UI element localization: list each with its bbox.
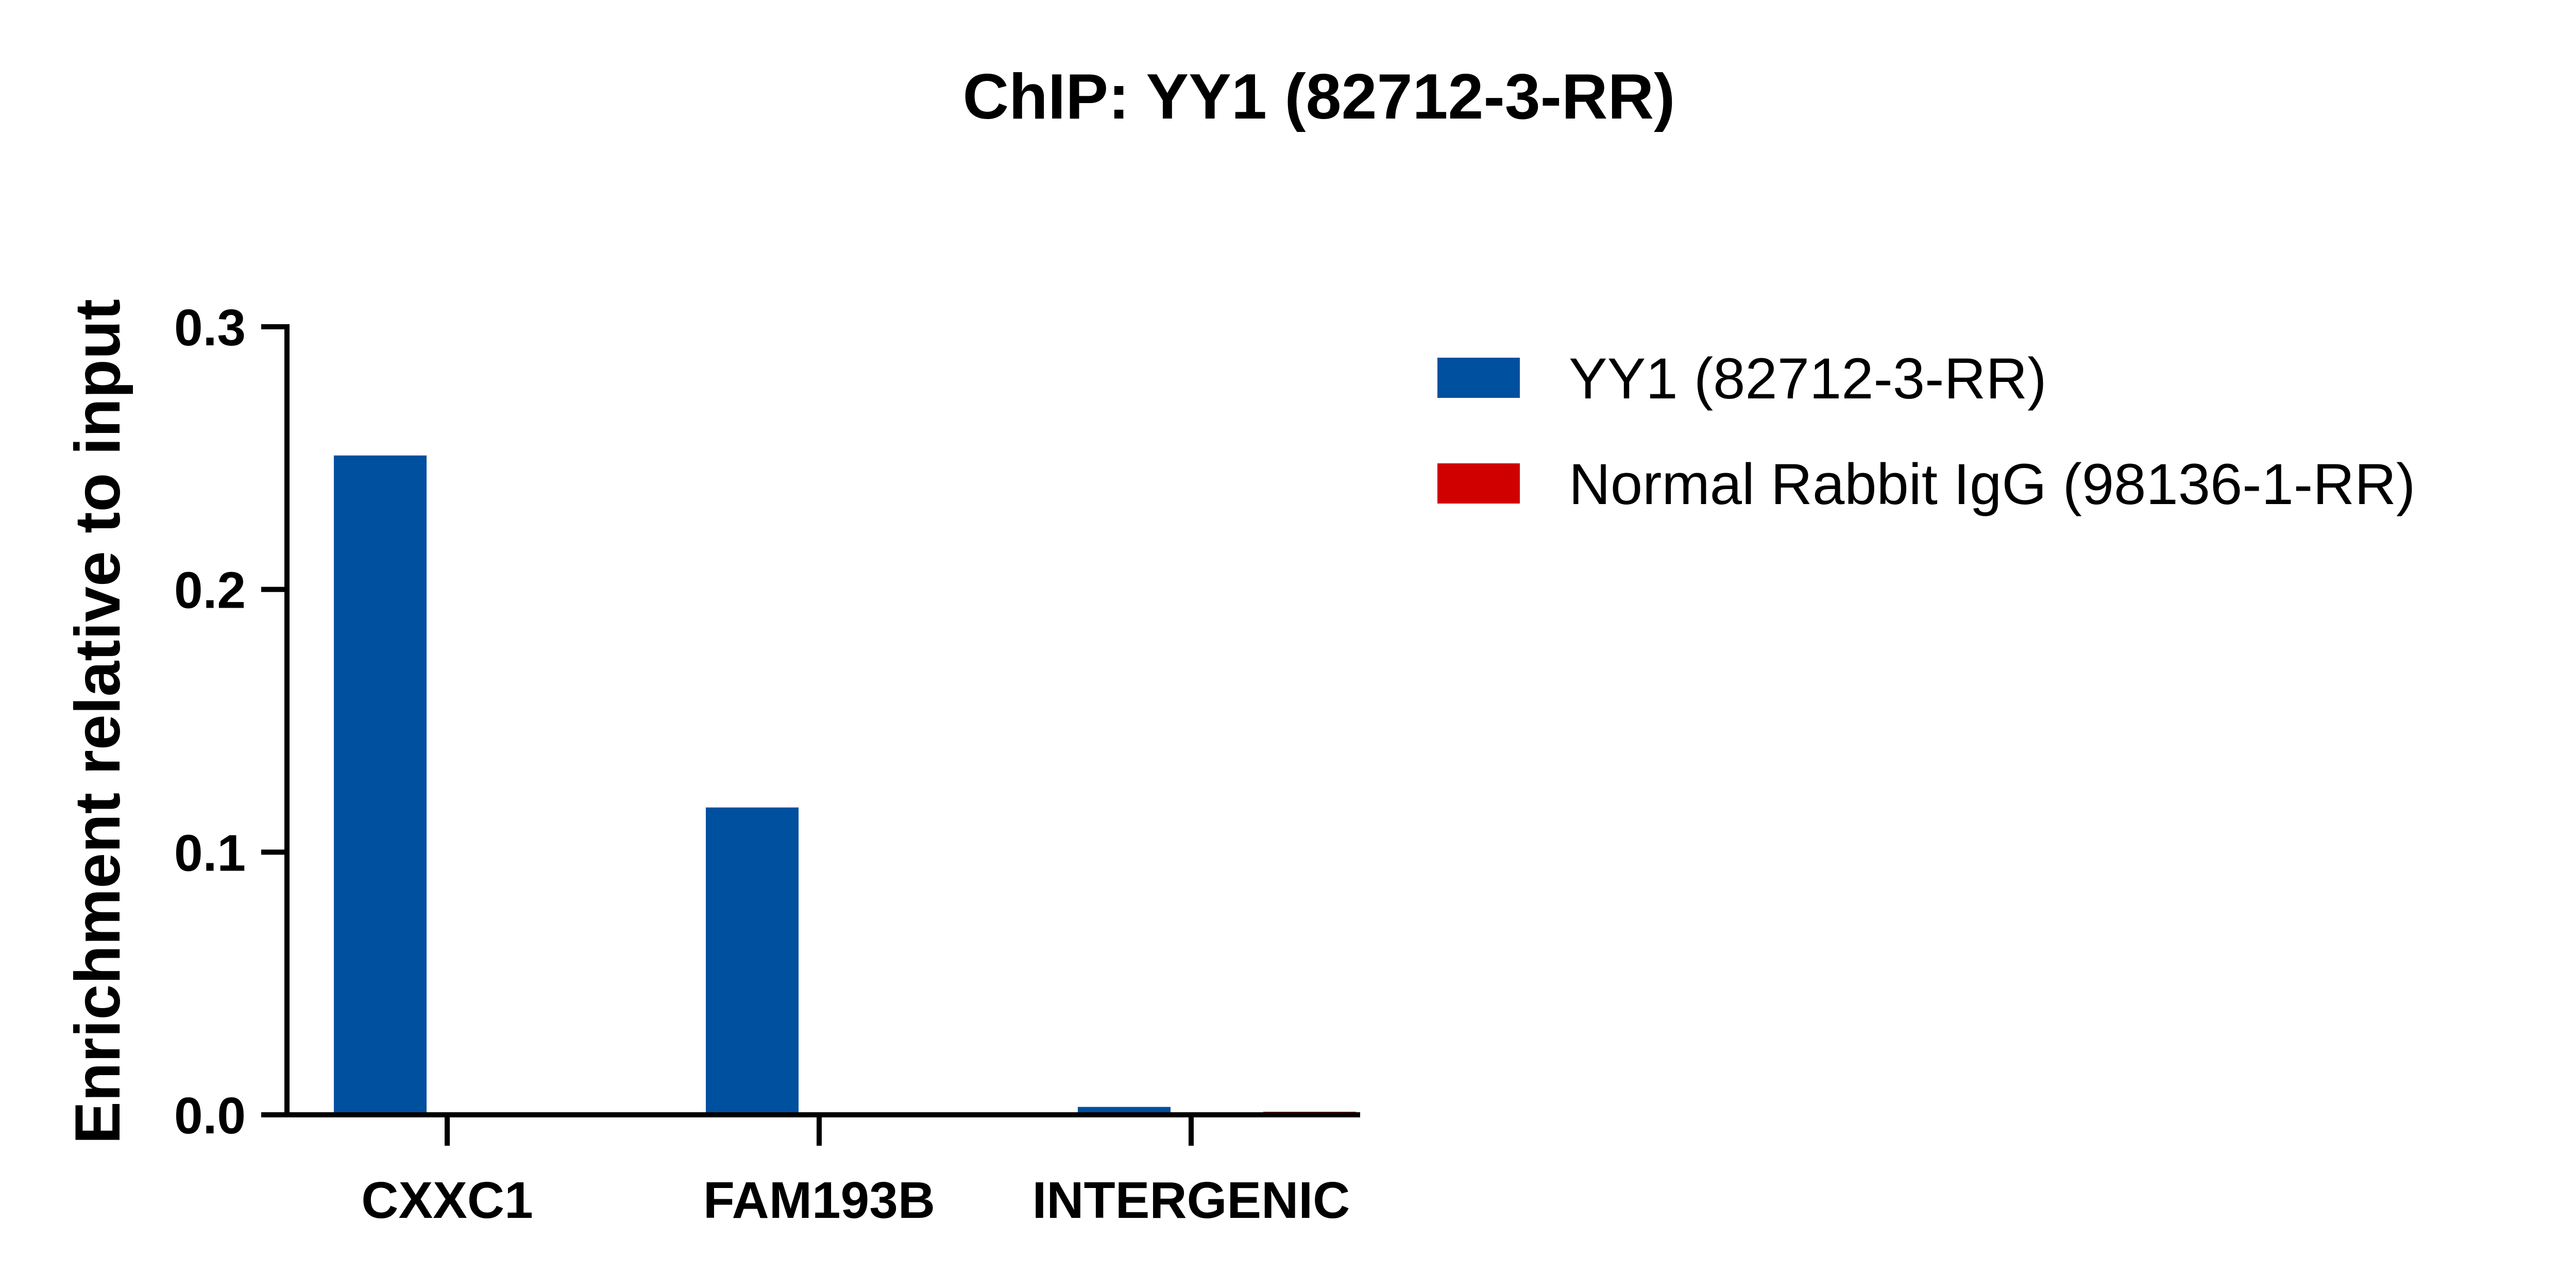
legend-label-1: YY1 (82712-3-RR) [1569,346,2047,411]
bar-fam193b-series-1 [706,807,799,1115]
legend-swatch-1 [1437,358,1520,398]
y-tick-label: 0.0 [174,1087,246,1145]
x-tick-label-fam193b: FAM193B [703,1171,935,1229]
x-tick-label-intergenic: INTERGENIC [1032,1171,1350,1229]
bar-cxxc1-series-1 [334,455,427,1115]
axes: 0.0 0.1 0.2 0.3 CXXC1 FAM193B INTERGENIC [174,299,1360,1229]
legend-label-2: Normal Rabbit IgG (98136-1-RR) [1569,452,2415,516]
legend-swatch-2 [1437,463,1520,504]
x-tick-label-cxxc1: CXXC1 [361,1171,533,1229]
legend: YY1 (82712-3-RR) Normal Rabbit IgG (98136… [1437,346,2415,516]
y-tick-label: 0.3 [174,299,246,357]
chart-title: ChIP: YY1 (82712-3-RR) [963,61,1675,132]
y-tick-label: 0.1 [174,824,246,882]
y-tick-label: 0.2 [174,562,246,620]
plot-area [334,455,1356,1115]
y-axis-label: Enrichment relative to input [62,299,133,1144]
